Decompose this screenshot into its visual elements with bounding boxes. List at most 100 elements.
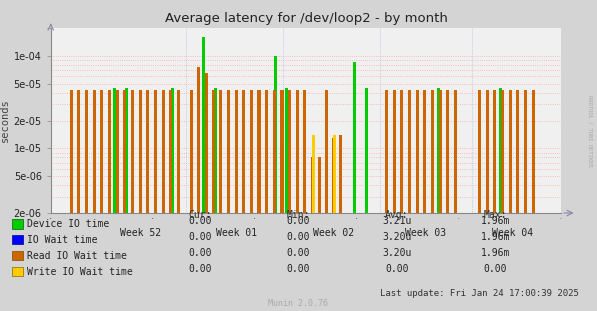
Bar (169, 90, 172, 213)
Bar (312, 135, 315, 213)
Bar (516, 90, 519, 213)
Text: 0.00: 0.00 (287, 216, 310, 226)
Text: 1.96m: 1.96m (481, 232, 510, 242)
Text: 3.20u: 3.20u (382, 248, 412, 258)
Bar (431, 90, 434, 213)
Bar (339, 135, 342, 213)
Y-axis label: seconds: seconds (0, 99, 10, 142)
Bar (439, 90, 442, 213)
Text: 3.21u: 3.21u (382, 216, 412, 226)
Bar (227, 90, 230, 213)
Bar (205, 73, 208, 213)
Text: 0.00: 0.00 (287, 248, 310, 258)
Bar (154, 90, 157, 213)
Bar (197, 67, 201, 213)
Bar (303, 90, 306, 213)
Bar (318, 157, 321, 213)
Bar (281, 90, 284, 213)
Text: 1.96m: 1.96m (481, 216, 510, 226)
Text: Week 03: Week 03 (405, 228, 447, 238)
Bar (423, 90, 426, 213)
Bar (408, 90, 411, 213)
Text: Device IO time: Device IO time (27, 219, 110, 229)
Bar (401, 90, 404, 213)
Bar (139, 90, 141, 213)
Bar (93, 90, 96, 213)
Bar (219, 90, 222, 213)
Bar (524, 90, 527, 213)
Text: Munin 2.0.76: Munin 2.0.76 (269, 299, 328, 308)
Text: Write IO Wait time: Write IO Wait time (27, 267, 133, 277)
Text: 0.00: 0.00 (287, 264, 310, 274)
Text: RRDTOOL / TOBI OETIKER: RRDTOOL / TOBI OETIKER (588, 95, 593, 166)
Text: Last update: Fri Jan 24 17:00:39 2025: Last update: Fri Jan 24 17:00:39 2025 (380, 289, 579, 298)
Text: Week 02: Week 02 (313, 228, 355, 238)
Bar (273, 90, 276, 213)
Bar (509, 90, 512, 213)
Bar (365, 88, 368, 213)
Text: Week 01: Week 01 (217, 228, 258, 238)
Bar (171, 88, 174, 213)
Text: Avg:: Avg: (385, 210, 409, 220)
Bar (353, 63, 356, 213)
Bar (288, 90, 291, 213)
Bar (485, 90, 489, 213)
Bar (310, 157, 313, 213)
Bar (454, 90, 457, 213)
Bar (393, 90, 396, 213)
Text: Read IO Wait time: Read IO Wait time (27, 251, 127, 261)
Bar (257, 90, 260, 213)
Bar (274, 56, 277, 213)
Bar (250, 90, 253, 213)
Bar (108, 90, 111, 213)
Text: 1.96m: 1.96m (481, 248, 510, 258)
Text: 0.00: 0.00 (188, 264, 212, 274)
Bar (235, 90, 238, 213)
Bar (85, 90, 88, 213)
Bar (385, 90, 388, 213)
Bar (177, 90, 180, 213)
Bar (333, 135, 336, 213)
Bar (285, 88, 288, 213)
Bar (211, 90, 214, 213)
Bar (325, 90, 328, 213)
Bar (447, 90, 450, 213)
Text: Week 52: Week 52 (119, 228, 161, 238)
Bar (125, 88, 128, 213)
Bar (332, 138, 335, 213)
Text: Cur:: Cur: (188, 210, 212, 220)
Bar (478, 90, 481, 213)
Bar (214, 88, 217, 213)
Bar (100, 90, 103, 213)
Bar (162, 90, 165, 213)
Bar (242, 90, 245, 213)
Bar (493, 90, 496, 213)
Bar (146, 90, 149, 213)
Title: Average latency for /dev/loop2 - by month: Average latency for /dev/loop2 - by mont… (165, 12, 447, 26)
Bar (77, 90, 81, 213)
Bar (70, 90, 73, 213)
Text: 0.00: 0.00 (385, 264, 409, 274)
Text: 0.00: 0.00 (287, 232, 310, 242)
Text: 3.20u: 3.20u (382, 232, 412, 242)
Text: Max:: Max: (484, 210, 507, 220)
Bar (131, 90, 134, 213)
Bar (437, 88, 440, 213)
Bar (113, 88, 116, 213)
Bar (123, 90, 127, 213)
Text: 0.00: 0.00 (484, 264, 507, 274)
Text: Week 04: Week 04 (492, 228, 533, 238)
Text: 0.00: 0.00 (188, 232, 212, 242)
Bar (296, 90, 299, 213)
Bar (531, 90, 535, 213)
Bar (202, 37, 205, 213)
Bar (501, 90, 504, 213)
Bar (116, 90, 119, 213)
Text: 0.00: 0.00 (188, 216, 212, 226)
Text: IO Wait time: IO Wait time (27, 235, 98, 245)
Text: 0.00: 0.00 (188, 248, 212, 258)
Bar (416, 90, 418, 213)
Text: Min:: Min: (287, 210, 310, 220)
Bar (265, 90, 268, 213)
Bar (500, 88, 503, 213)
